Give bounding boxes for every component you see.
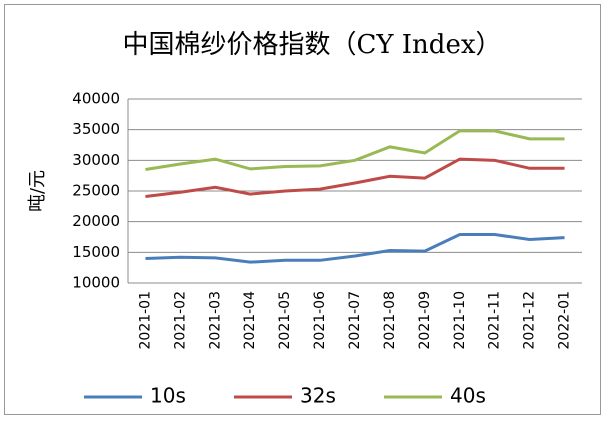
chart-title: 中国棉纱价格指数（CY Index）: [122, 30, 501, 60]
x-tick-label: 2021-10: [452, 291, 468, 350]
x-tick-label: 2021-05: [277, 291, 293, 350]
y-tick-label: 20000: [72, 212, 120, 230]
chart-border: [4, 4, 601, 415]
x-tick-label: 2021-06: [312, 291, 328, 350]
series-line: [145, 157, 565, 199]
y-tick-label: 40000: [72, 90, 120, 108]
x-tick-label: 2021-11: [487, 291, 503, 350]
x-tick-label: 2022-01: [557, 291, 573, 350]
y-tick-label: 25000: [72, 182, 120, 200]
x-tick-label: 2021-09: [417, 291, 433, 350]
y-tick-label: 30000: [72, 151, 120, 169]
legend-label: 10s: [150, 384, 186, 408]
x-tick-label: 2021-12: [522, 291, 538, 350]
y-tick-label: 10000: [72, 274, 120, 292]
y-tick-label: 15000: [72, 243, 120, 261]
x-tick-label: 2021-02: [172, 291, 188, 350]
x-tick-label: 2021-08: [382, 291, 398, 350]
series-line: [145, 233, 565, 264]
x-tick-label: 2021-01: [137, 291, 153, 350]
y-axis-label: 吨/元: [27, 170, 48, 212]
x-tick-label: 2021-04: [242, 291, 258, 350]
x-tick-label: 2021-03: [207, 291, 223, 350]
series-line: [145, 129, 565, 172]
x-tick-label: 2021-07: [347, 291, 363, 350]
legend-label: 40s: [450, 384, 486, 408]
y-tick-label: 35000: [72, 120, 120, 138]
legend-label: 32s: [300, 384, 336, 408]
